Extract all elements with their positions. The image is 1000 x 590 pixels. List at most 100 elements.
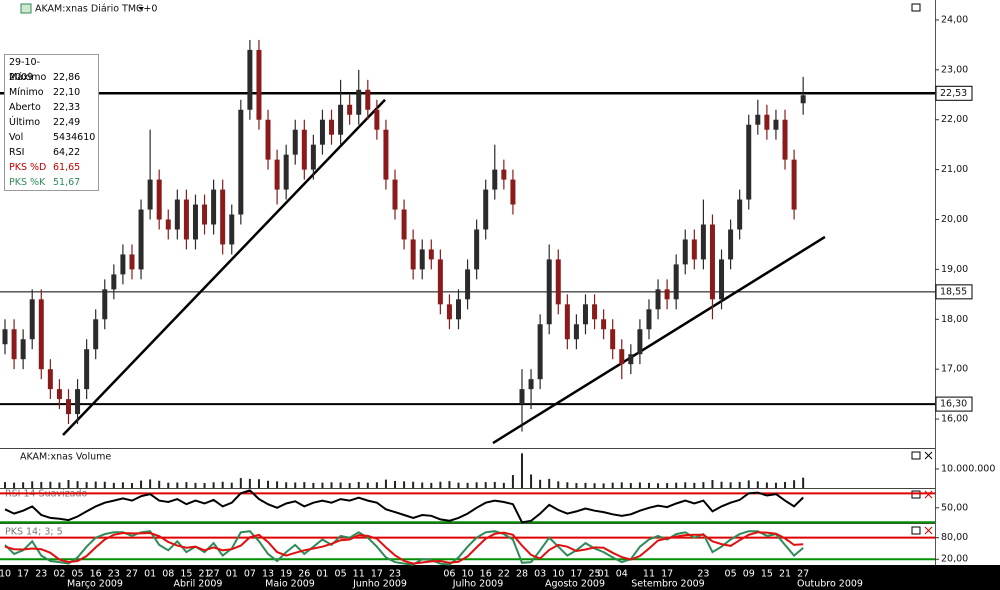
month-label: Junho 2009: [352, 579, 407, 590]
info-row: Último 22,49: [5, 115, 98, 130]
candle-body: [365, 89, 371, 110]
y-tick-label: 24,00: [941, 14, 968, 25]
candle-body: [573, 324, 579, 340]
volume-bar: [675, 482, 678, 488]
volume-bar: [802, 477, 805, 488]
x-tick-label: 23: [389, 569, 401, 580]
volume-bar: [94, 481, 97, 488]
info-row: Vol 5434610: [5, 130, 98, 145]
volume-bar: [267, 480, 270, 488]
volume-bar: [566, 482, 569, 488]
volume-bar: [384, 479, 387, 488]
x-tick-label: 10: [462, 569, 474, 580]
candle-body: [619, 349, 625, 365]
candle-body: [746, 124, 752, 200]
candle-body: [156, 179, 162, 220]
volume-bar: [248, 478, 251, 488]
volume-bar: [475, 482, 478, 488]
x-tick-label: 10: [0, 569, 11, 580]
candle-body: [646, 309, 652, 330]
volume-bar: [230, 482, 233, 488]
close-button[interactable]: [924, 526, 933, 535]
candle-body: [65, 399, 71, 415]
volume-bar: [49, 481, 52, 488]
volume-bar: [212, 482, 215, 488]
volume-bar: [167, 482, 170, 488]
volume-bar: [121, 482, 124, 488]
info-text: 22,10: [53, 87, 81, 98]
month-label: Maio 2009: [265, 579, 315, 590]
candle-body: [310, 144, 316, 170]
info-row: PKS %D 61,65: [5, 160, 98, 175]
volume-bar: [484, 482, 487, 488]
candle-body: [338, 104, 344, 135]
volume-bar: [647, 482, 650, 488]
y-tick-label: 23,00: [941, 64, 968, 75]
price-label-box: [935, 284, 973, 300]
x-tick-label: 22: [498, 569, 510, 580]
volume-bar: [176, 482, 179, 488]
volume-bar: [638, 482, 641, 488]
month-label: Julho 2009: [452, 579, 504, 590]
volume-bar: [502, 482, 505, 488]
x-tick-label: 05: [72, 569, 84, 580]
panel-title: AKAM:xnas Volume: [20, 452, 111, 463]
x-tick-label: 03: [534, 569, 546, 580]
candle-body: [709, 224, 715, 300]
close-button[interactable]: [924, 490, 933, 499]
x-tick-label: 28: [516, 569, 528, 580]
volume-bar: [793, 480, 796, 488]
candle-body: [546, 259, 552, 325]
candle-body: [38, 299, 44, 370]
volume-bar: [85, 482, 88, 488]
volume-bar: [539, 479, 542, 488]
x-tick-label: 27: [797, 569, 809, 580]
info-row: Mínimo 22,10: [5, 85, 98, 100]
volume-bar: [548, 478, 551, 488]
volume-bar: [666, 483, 669, 488]
candle-body: [719, 259, 725, 300]
candle-body: [292, 129, 298, 155]
maximize-button[interactable]: [911, 490, 921, 499]
info-text: Vol: [9, 132, 24, 143]
volume-bar: [493, 481, 496, 488]
candle-body: [601, 319, 607, 330]
dropdown-arrow[interactable]: [138, 7, 144, 10]
volume-bar: [511, 475, 514, 488]
chart-title[interactable]: AKAM:xnas Diário TMG+0: [35, 4, 157, 15]
volume-bar: [4, 482, 6, 488]
candle-body: [165, 219, 171, 230]
maximize-button[interactable]: [911, 451, 921, 460]
candle-body: [483, 189, 489, 230]
x-tick-label: 11: [353, 569, 365, 580]
price-label: 16,30: [940, 399, 967, 410]
volume-bar: [720, 481, 723, 488]
candle-body: [265, 119, 271, 160]
month-label: Março 2009: [67, 579, 123, 590]
x-tick-label: 01: [144, 569, 156, 580]
candle-body: [519, 389, 525, 405]
y-tick-label: 17,00: [941, 364, 968, 375]
volume-bar: [439, 481, 442, 488]
info-row: Máximo 22,86: [5, 70, 98, 85]
close-button[interactable]: [924, 451, 933, 460]
candle-body: [11, 329, 17, 360]
maximize-button[interactable]: [911, 526, 921, 535]
volume-bar: [784, 481, 787, 488]
volume-bar: [321, 482, 324, 488]
volume-bar: [394, 480, 397, 488]
volume-bar: [702, 482, 705, 488]
info-box: 29-10-2009 Máximo 22,86 Mínimo 22,10 Aberto 22…: [4, 54, 99, 191]
candle-body: [664, 289, 670, 300]
candle-body: [592, 304, 598, 320]
x-tick-label: 17: [570, 569, 582, 580]
volume-bar: [285, 482, 288, 488]
candle-body: [673, 264, 679, 300]
candle-body: [492, 169, 498, 190]
volume-bar: [620, 482, 623, 488]
volume-bar: [765, 482, 768, 488]
maximize-button[interactable]: [911, 3, 921, 12]
volume-bar: [593, 483, 596, 488]
candle-body: [474, 229, 480, 270]
